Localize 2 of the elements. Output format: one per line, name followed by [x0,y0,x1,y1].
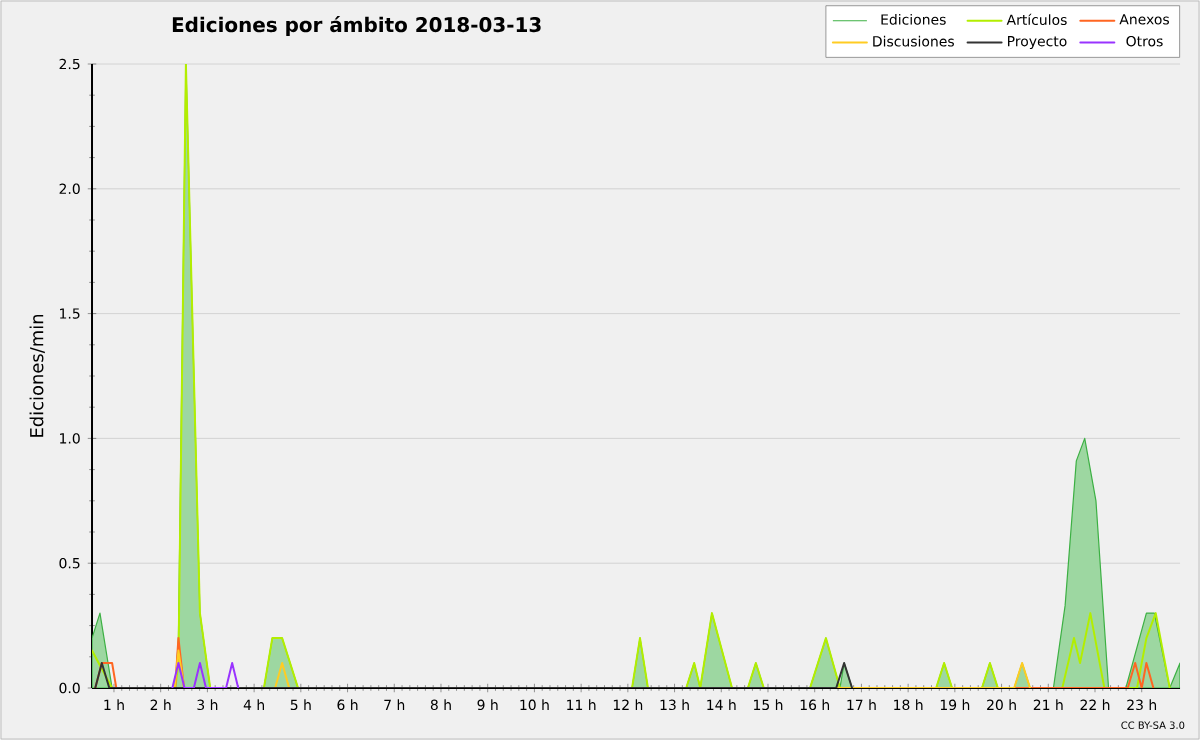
chart-title: Ediciones por ámbito 2018-03-13 [172,15,541,37]
y-axis-title: Ediciones/min [29,314,45,437]
